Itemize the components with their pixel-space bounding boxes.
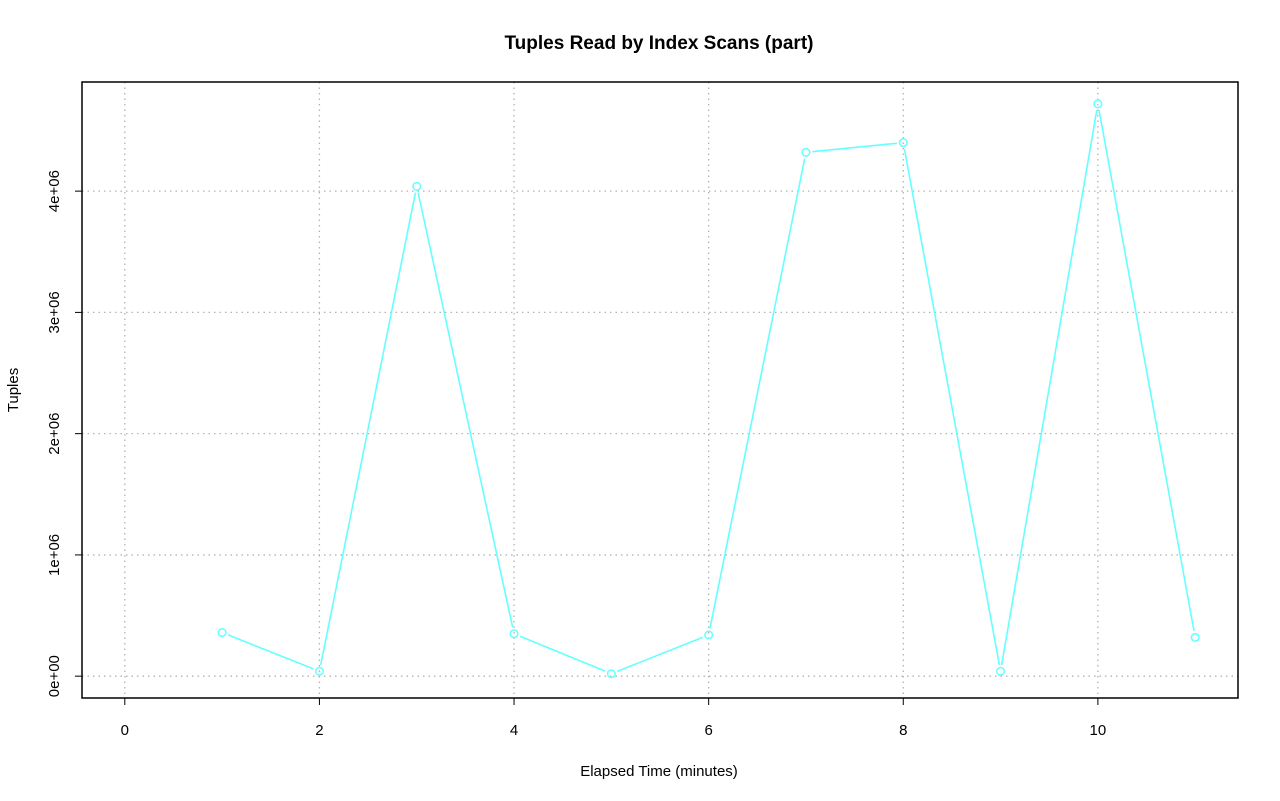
series-line-segment-9: [1098, 110, 1195, 632]
series-line-segment-2: [417, 192, 514, 628]
x-tick-label-0: 0: [121, 722, 129, 739]
x-tick-label-2: 4: [510, 722, 518, 739]
data-point-6: [801, 147, 811, 157]
series-line-segment-1: [319, 192, 417, 666]
series-line-segment-5: [709, 158, 806, 629]
y-axis-label: Tuples: [5, 368, 22, 412]
y-tick-label-4: 4e+06: [46, 170, 63, 212]
series-line-segment-3: [519, 635, 606, 673]
data-point-8: [996, 666, 1006, 676]
y-tick-label-1: 1e+06: [46, 534, 63, 576]
x-tick-label-4: 8: [899, 722, 907, 739]
data-point-1: [314, 666, 324, 676]
x-axis-label: Elapsed Time (minutes): [580, 763, 738, 780]
data-point-0: [217, 627, 227, 638]
data-point-3: [509, 629, 519, 639]
series-line-segment-8: [1000, 110, 1098, 666]
chart-title: Tuples Read by Index Scans (part): [504, 33, 813, 54]
y-axis: 0e+00 1e+06 2e+06 3e+06 4e+06: [46, 170, 82, 697]
series-line-segment-7: [903, 148, 1001, 666]
data-point-7: [898, 138, 908, 148]
data-point-2: [412, 181, 422, 191]
series-line-segment-4: [617, 636, 703, 673]
plot-frame: [81, 81, 1239, 699]
y-tick-label-3: 3e+06: [46, 291, 63, 333]
data-point-4: [606, 669, 616, 679]
x-axis: 0 2 4 6 8 10: [121, 698, 1107, 739]
data-point-9: [1093, 99, 1103, 109]
data-point-10: [1190, 632, 1200, 642]
x-tick-label-3: 6: [704, 722, 712, 739]
x-tick-label-1: 2: [315, 722, 323, 739]
series-line-segment-6: [812, 142, 897, 153]
y-tick-label-0: 0e+00: [46, 655, 63, 697]
series-line-segment-0: [227, 634, 314, 670]
series-layer: [217, 99, 1200, 679]
series-0: [217, 99, 1200, 679]
y-tick-label-2: 2e+06: [46, 413, 63, 455]
x-tick-label-5: 10: [1090, 722, 1107, 739]
grid-layer: [82, 82, 1238, 698]
data-point-5: [704, 630, 714, 640]
